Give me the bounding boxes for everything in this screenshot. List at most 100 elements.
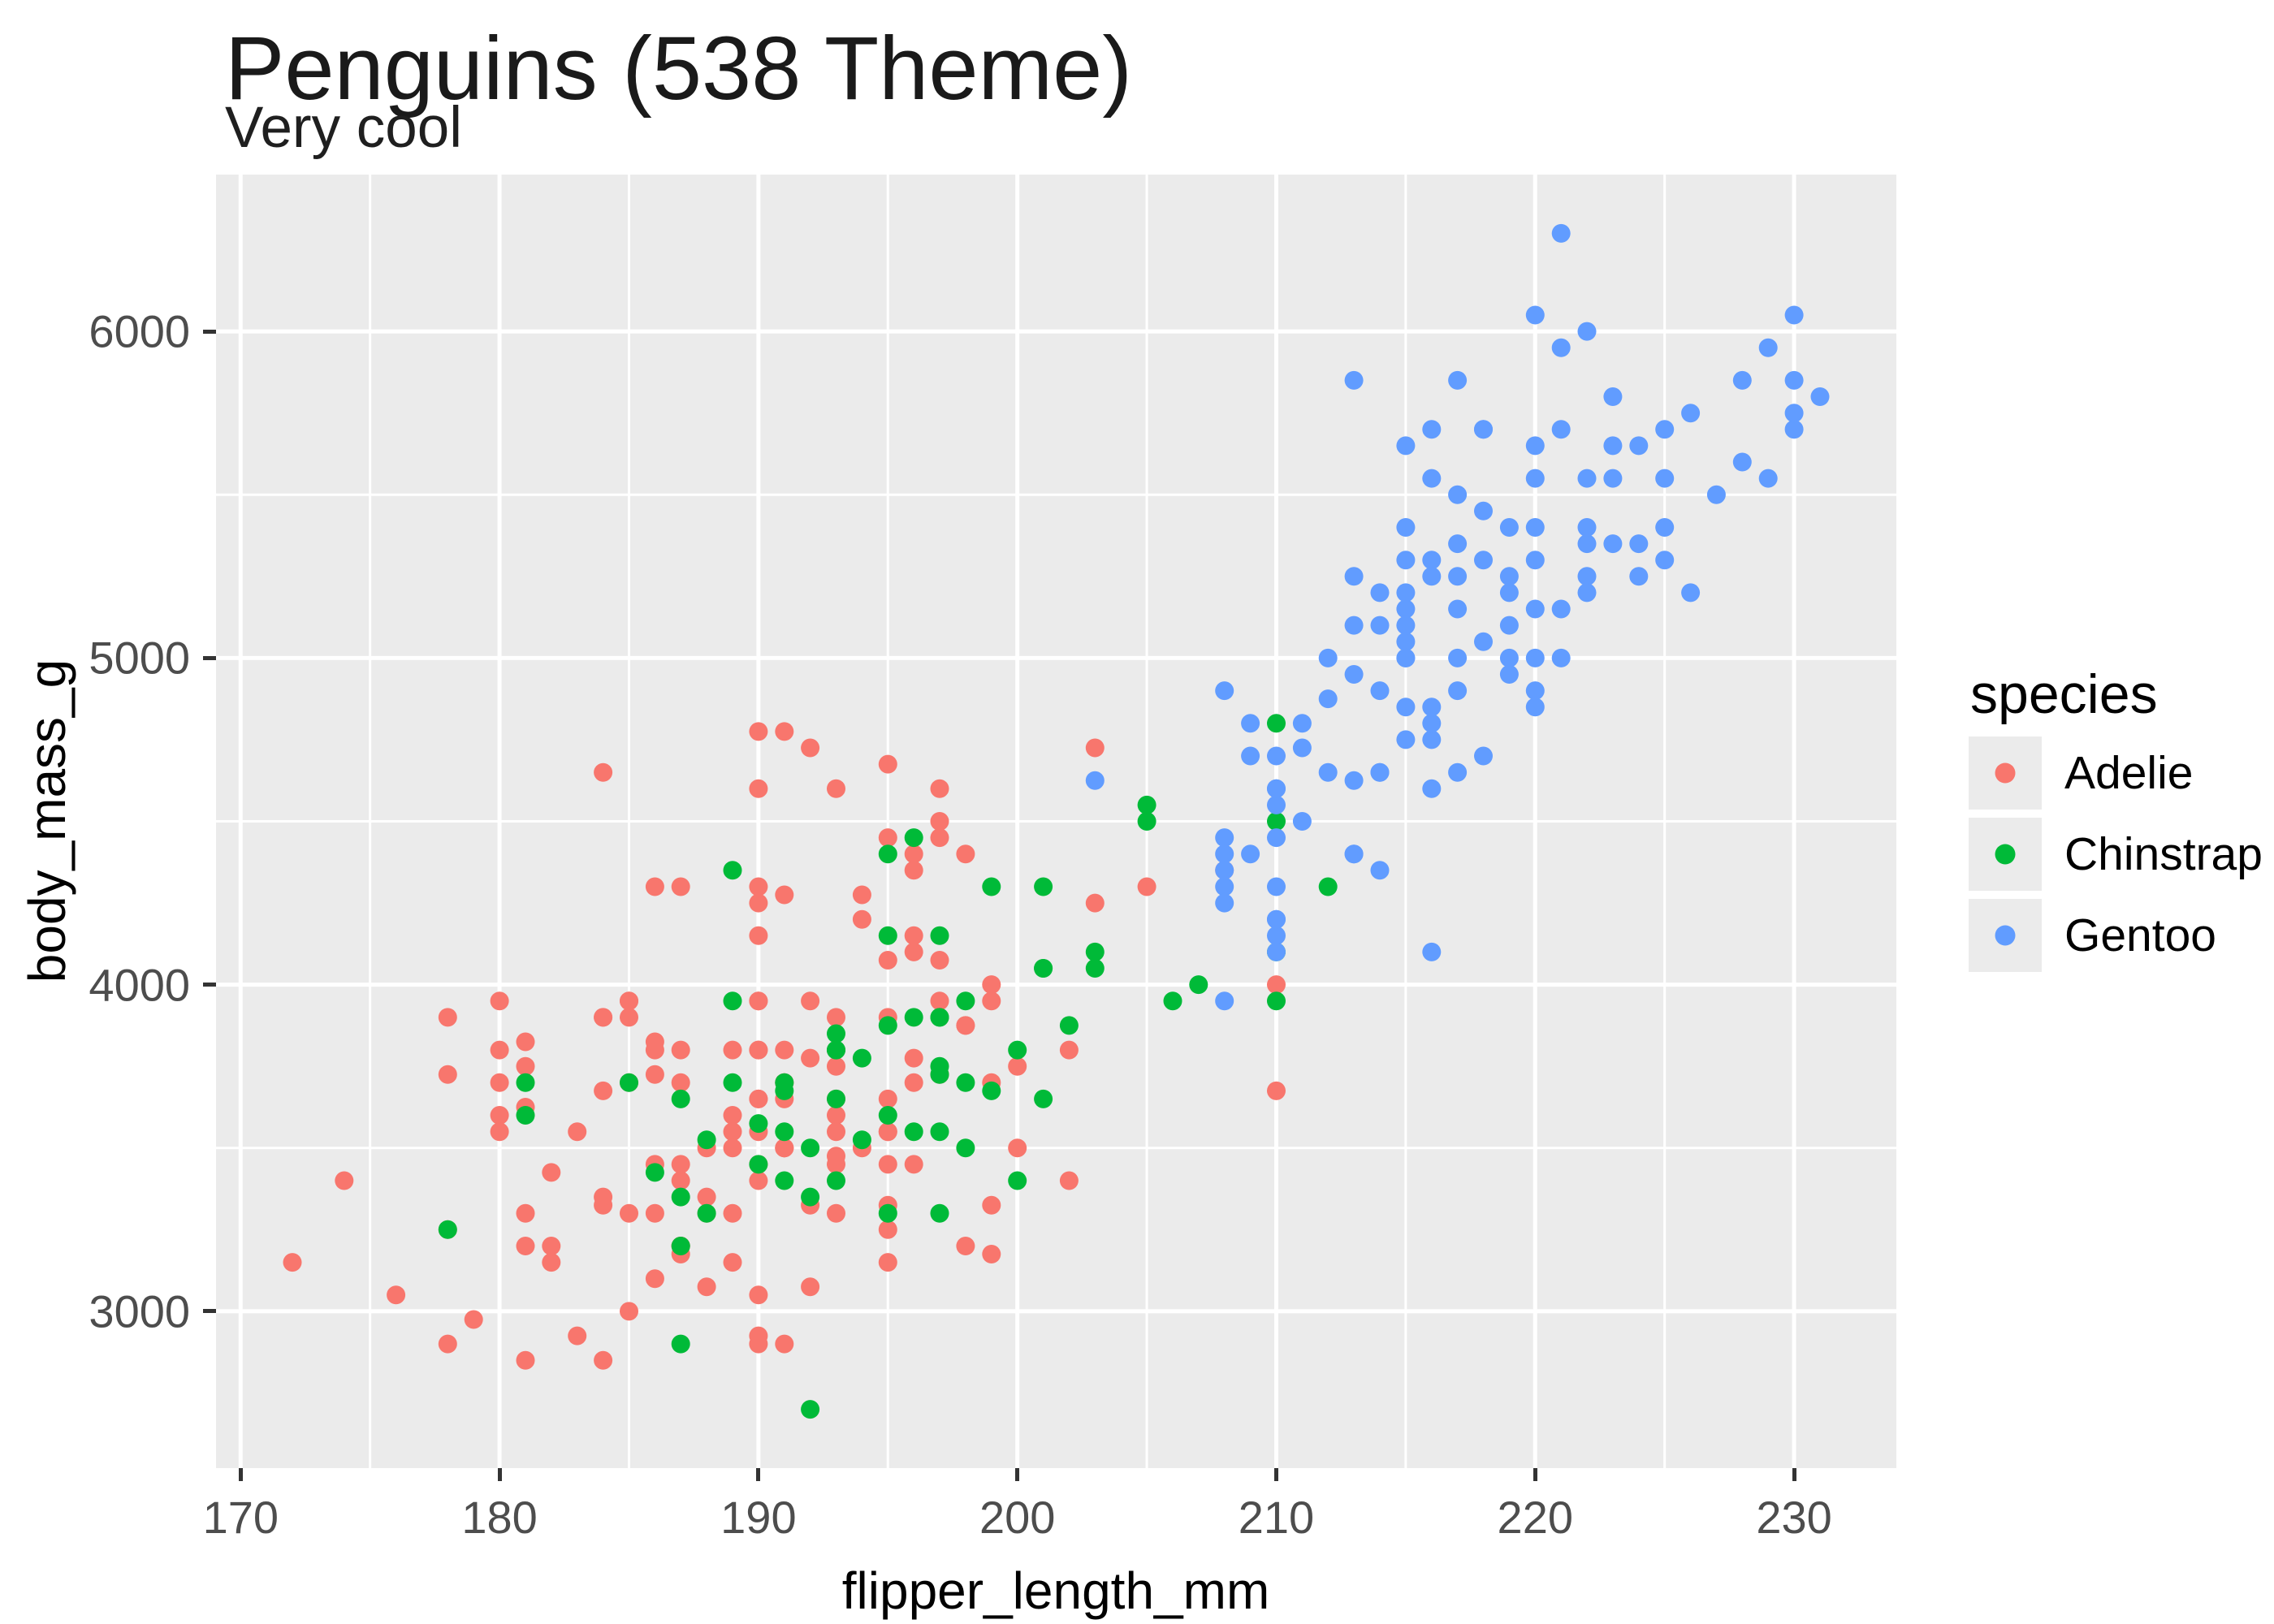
data-point-chinstrap	[1034, 877, 1053, 896]
data-point-adelie	[801, 1277, 820, 1297]
data-point-gentoo	[1474, 420, 1493, 439]
data-point-adelie	[335, 1171, 354, 1190]
data-point-adelie	[723, 1203, 742, 1223]
data-point-adelie	[904, 1048, 923, 1068]
data-point-gentoo	[1215, 861, 1234, 880]
data-point-chinstrap	[697, 1130, 716, 1150]
data-point-gentoo	[1499, 648, 1519, 667]
data-point-adelie	[438, 1008, 457, 1027]
data-point-adelie	[516, 1203, 535, 1223]
data-point-gentoo	[1344, 370, 1364, 390]
data-point-gentoo	[1267, 909, 1286, 929]
data-point-adelie	[671, 1171, 690, 1190]
legend: species Adelie Chinstrap Gentoo	[1969, 664, 2269, 980]
data-point-gentoo	[1344, 665, 1364, 684]
data-point-gentoo	[1655, 518, 1675, 537]
data-point-adelie	[620, 1008, 638, 1027]
data-point-adelie	[542, 1163, 561, 1182]
data-point-gentoo	[1396, 615, 1416, 635]
data-point-chinstrap	[930, 1056, 949, 1076]
data-point-gentoo	[1396, 436, 1416, 456]
data-point-gentoo	[1784, 420, 1804, 439]
data-point-gentoo	[1267, 828, 1286, 848]
data-point-chinstrap	[801, 1187, 820, 1207]
data-point-gentoo	[1448, 567, 1468, 586]
data-point-gentoo	[1370, 583, 1390, 603]
data-point-adelie	[749, 1334, 768, 1354]
data-point-adelie	[438, 1334, 457, 1354]
data-point-gentoo	[1551, 648, 1571, 667]
data-point-gentoo	[1396, 599, 1416, 619]
data-point-chinstrap	[904, 1122, 923, 1142]
data-point-adelie	[878, 754, 897, 774]
data-point-chinstrap	[1267, 714, 1286, 733]
data-point-chinstrap	[645, 1163, 664, 1182]
x-tick-mark	[1015, 1468, 1020, 1481]
chart-title: Penguins (538 Theme)	[225, 19, 1132, 119]
data-point-gentoo	[1448, 534, 1468, 554]
data-point-adelie	[594, 1081, 613, 1100]
data-point-chinstrap	[1137, 795, 1156, 814]
data-point-gentoo	[1292, 714, 1312, 733]
data-point-chinstrap	[878, 1016, 897, 1035]
data-point-chinstrap	[1318, 877, 1338, 896]
y-tick-label: 5000	[89, 632, 190, 684]
data-point-gentoo	[1499, 518, 1519, 537]
data-point-gentoo	[1422, 779, 1442, 798]
x-tick-label: 220	[1497, 1492, 1573, 1543]
data-point-gentoo	[1422, 567, 1442, 586]
data-point-adelie	[1008, 1056, 1027, 1076]
data-point-gentoo	[1396, 648, 1416, 667]
data-point-gentoo	[1577, 534, 1597, 554]
data-point-adelie	[801, 991, 820, 1011]
data-point-gentoo	[1267, 926, 1286, 945]
data-point-gentoo	[1758, 338, 1778, 357]
data-point-gentoo	[1525, 551, 1545, 570]
data-point-adelie	[930, 991, 949, 1011]
data-point-adelie	[490, 1122, 509, 1142]
data-point-gentoo	[1577, 469, 1597, 488]
scatter-plot-canvas	[216, 175, 1896, 1468]
data-point-chinstrap	[827, 1024, 845, 1043]
data-point-adelie	[749, 926, 768, 945]
data-point-chinstrap	[671, 1187, 690, 1207]
data-point-gentoo	[1396, 632, 1416, 651]
data-point-chinstrap	[878, 926, 897, 945]
data-point-adelie	[1059, 1040, 1079, 1060]
data-point-adelie	[749, 722, 768, 741]
data-point-chinstrap	[904, 1008, 923, 1027]
data-point-gentoo	[1422, 420, 1442, 439]
data-point-adelie	[982, 975, 1001, 995]
data-point-chinstrap	[697, 1203, 716, 1223]
data-point-gentoo	[1577, 567, 1597, 586]
data-point-adelie	[878, 1253, 897, 1272]
data-point-chinstrap	[956, 1073, 975, 1092]
legend-title: species	[1970, 663, 2158, 725]
data-point-gentoo	[1603, 469, 1623, 488]
data-point-adelie	[387, 1285, 406, 1305]
x-tick-label: 230	[1756, 1492, 1832, 1543]
y-tick-mark	[203, 983, 216, 987]
data-point-adelie	[749, 991, 768, 1011]
x-tick-label: 190	[720, 1492, 797, 1543]
data-point-gentoo	[1318, 689, 1338, 709]
data-point-chinstrap	[827, 1040, 845, 1060]
data-point-gentoo	[1370, 681, 1390, 701]
y-tick-label: 3000	[89, 1285, 190, 1337]
data-point-gentoo	[1215, 991, 1234, 1011]
data-point-chinstrap	[749, 1114, 768, 1134]
data-point-chinstrap	[930, 1122, 949, 1142]
data-point-gentoo	[1525, 436, 1545, 456]
data-point-chinstrap	[516, 1106, 535, 1125]
data-point-adelie	[723, 1040, 742, 1060]
data-point-adelie	[827, 1008, 845, 1027]
data-point-adelie	[749, 877, 768, 896]
data-point-adelie	[645, 1032, 664, 1052]
data-point-adelie	[645, 1269, 664, 1289]
data-point-gentoo	[1758, 469, 1778, 488]
data-point-adelie	[956, 1237, 975, 1255]
x-tick-mark	[1273, 1468, 1278, 1481]
data-point-gentoo	[1603, 534, 1623, 554]
y-tick-mark	[203, 329, 216, 334]
y-tick-label: 6000	[89, 305, 190, 357]
